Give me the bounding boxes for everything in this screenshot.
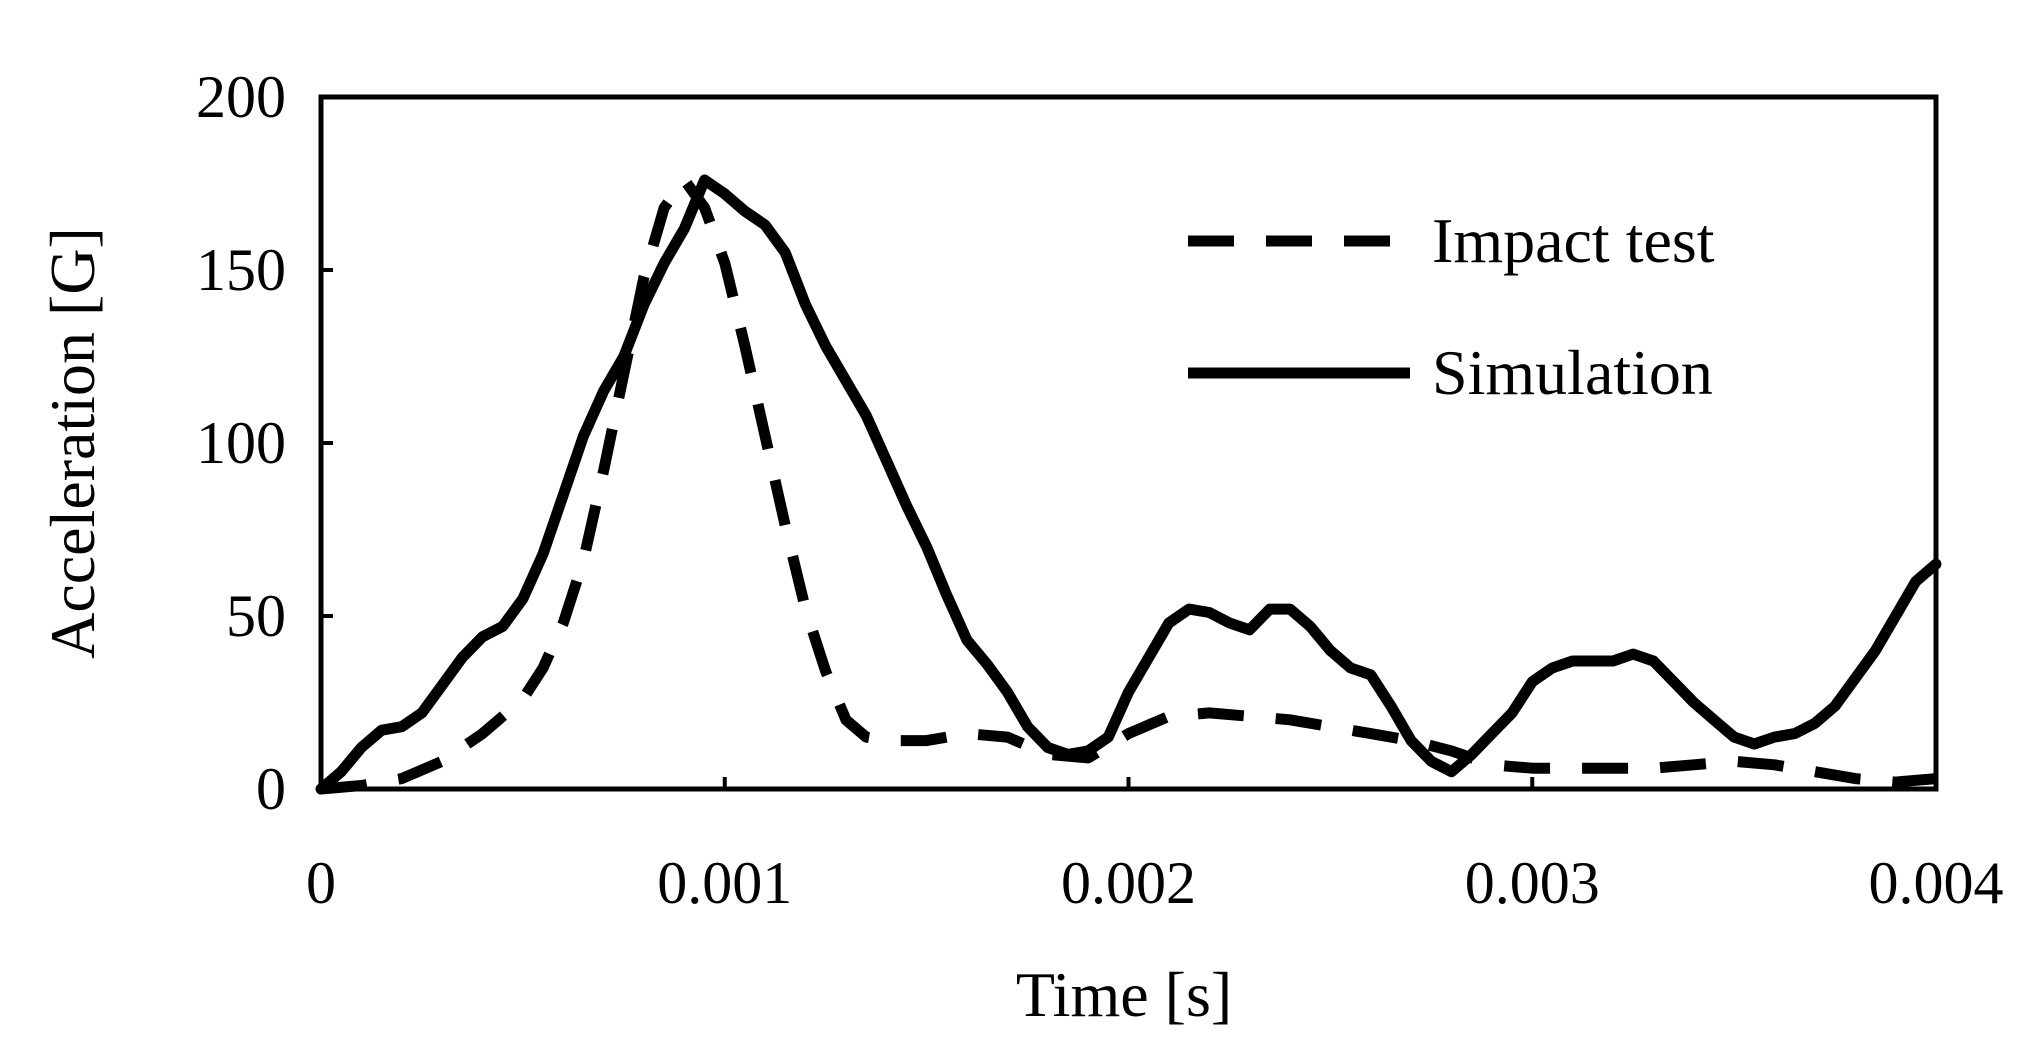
series-layer (315, 174, 1942, 795)
legend: Impact test Simulation (1188, 205, 1715, 408)
x-tick-label: 0.001 (657, 850, 792, 916)
y-tick-label: 0 (256, 756, 286, 822)
x-tick-label: 0.002 (1061, 850, 1196, 916)
x-tick-label: 0.003 (1465, 850, 1600, 916)
x-axis-title: Time [s] (1016, 959, 1232, 1030)
legend-label-simulation: Simulation (1432, 337, 1713, 408)
y-tick-label: 100 (196, 410, 286, 476)
y-axis-title: Acceleration [G] (37, 227, 108, 659)
y-tick-label: 150 (196, 237, 286, 303)
y-tick-label: 50 (226, 583, 286, 649)
legend-label-impact-test: Impact test (1432, 205, 1715, 276)
ticks-layer (319, 95, 1938, 791)
tick-labels-layer: 0 0.001 0.002 0.003 0.004 0 50 100 150 200 (196, 64, 2004, 916)
series-line-simulation (315, 174, 1942, 795)
y-tick-label: 200 (196, 64, 286, 130)
x-tick-label: 0.004 (1869, 850, 2004, 916)
x-tick-label: 0 (306, 850, 336, 916)
series-line-impact-test (320, 174, 1937, 795)
